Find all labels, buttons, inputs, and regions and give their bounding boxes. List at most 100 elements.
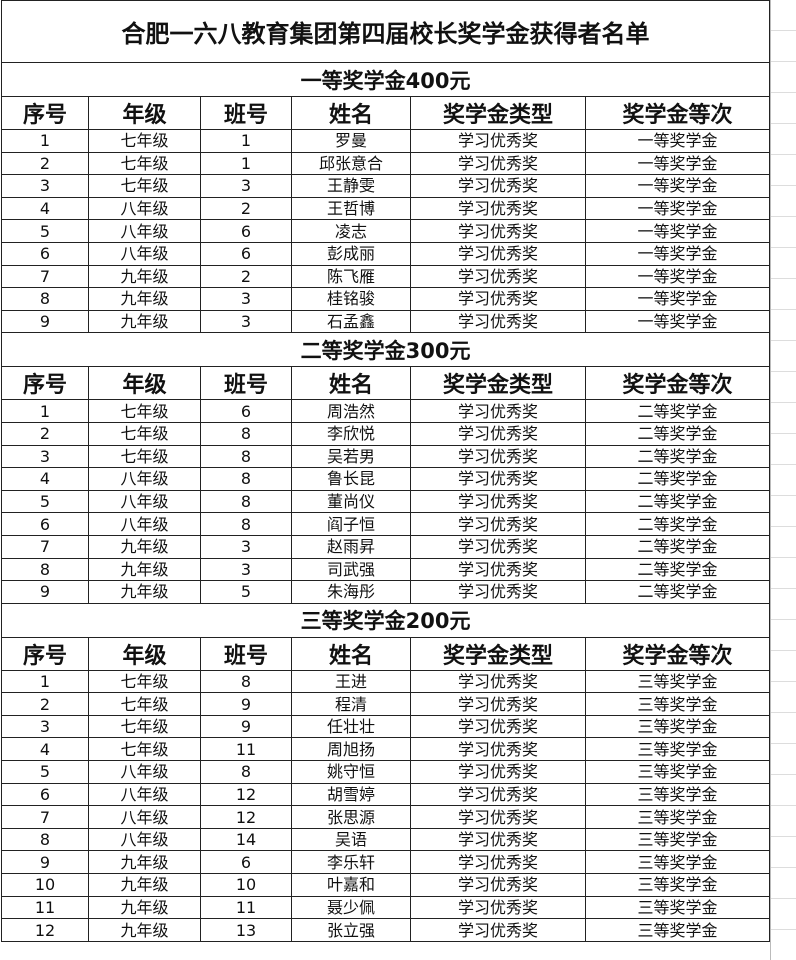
cell-index: 12 <box>1 918 89 942</box>
cell-index: 11 <box>1 895 89 920</box>
cell-grade: 七年级 <box>88 399 201 423</box>
cell-name: 李乐轩 <box>291 850 411 875</box>
cell-class: 3 <box>200 557 292 582</box>
column-header-grade: 年级 <box>88 96 201 130</box>
table-row: 11 九年级 11 聂少佩 学习优秀奖 三等奖学金 <box>1 895 771 920</box>
table-row: 2 七年级 1 邱张意合 学习优秀奖 一等奖学金 <box>1 151 771 176</box>
cell-name: 邱张意合 <box>291 151 411 176</box>
cell-class: 3 <box>200 534 292 559</box>
cell-index: 9 <box>1 580 89 604</box>
table-row: 6 八年级 8 阎子恒 学习优秀奖 二等奖学金 <box>1 512 771 536</box>
cell-name: 张立强 <box>291 918 411 942</box>
table-row: 5 八年级 6 凌志 学习优秀奖 一等奖学金 <box>1 219 771 243</box>
column-header-level: 奖学金等次 <box>584 636 771 671</box>
cell-index: 8 <box>1 557 89 582</box>
cell-type: 学习优秀奖 <box>410 287 586 311</box>
cell-name: 朱海彤 <box>291 580 411 604</box>
table-row: 6 八年级 12 胡雪婷 学习优秀奖 三等奖学金 <box>1 782 771 807</box>
cell-name: 罗曼 <box>291 129 411 153</box>
cell-class: 8 <box>200 489 292 514</box>
cell-level: 一等奖学金 <box>584 309 771 334</box>
cell-grade: 八年级 <box>88 489 201 514</box>
column-header-level: 奖学金等次 <box>584 96 771 130</box>
cell-type: 学习优秀奖 <box>410 760 586 784</box>
cell-index: 7 <box>1 805 89 829</box>
cell-grade: 九年级 <box>88 918 201 942</box>
cell-grade: 七年级 <box>88 737 201 762</box>
cell-level: 三等奖学金 <box>584 760 771 784</box>
cell-index: 2 <box>1 692 89 716</box>
cell-name: 吴若男 <box>291 444 411 469</box>
cell-name: 张思源 <box>291 805 411 829</box>
column-header-name: 姓名 <box>291 636 411 671</box>
cell-grade: 七年级 <box>88 151 201 176</box>
column-header-index: 序号 <box>1 636 89 671</box>
table-row: 3 七年级 9 任壮壮 学习优秀奖 三等奖学金 <box>1 714 771 739</box>
table-row: 1 七年级 1 罗曼 学习优秀奖 一等奖学金 <box>1 129 771 153</box>
cell-name: 胡雪婷 <box>291 782 411 807</box>
column-header-class: 班号 <box>200 96 292 130</box>
table-row: 6 八年级 6 彭成丽 学习优秀奖 一等奖学金 <box>1 241 771 266</box>
table-row: 5 八年级 8 姚守恒 学习优秀奖 三等奖学金 <box>1 760 771 784</box>
cell-type: 学习优秀奖 <box>410 805 586 829</box>
column-header-name: 姓名 <box>291 96 411 130</box>
column-header-type: 奖学金类型 <box>410 636 586 671</box>
document-title: 合肥一六八教育集团第四届校长奖学金获得者名单 <box>0 0 771 63</box>
cell-index: 8 <box>1 287 89 311</box>
cell-name: 程清 <box>291 692 411 716</box>
cell-type: 学习优秀奖 <box>410 151 586 176</box>
table-row: 1 七年级 6 周浩然 学习优秀奖 二等奖学金 <box>1 399 771 423</box>
cell-grade: 九年级 <box>88 580 201 604</box>
section-heading: 二等奖学金300元 <box>0 332 771 368</box>
cell-grade: 七年级 <box>88 692 201 716</box>
cell-name: 聂少佩 <box>291 895 411 920</box>
cell-grade: 九年级 <box>88 850 201 875</box>
cell-grade: 九年级 <box>88 557 201 582</box>
cell-class: 8 <box>200 421 292 446</box>
cell-type: 学习优秀奖 <box>410 241 586 266</box>
table-row: 9 九年级 5 朱海彤 学习优秀奖 二等奖学金 <box>1 580 771 604</box>
cell-index: 5 <box>1 489 89 514</box>
empty-grid-column <box>770 0 796 960</box>
cell-level: 三等奖学金 <box>584 805 771 829</box>
table-row: 7 九年级 2 陈飞雁 学习优秀奖 一等奖学金 <box>1 264 771 289</box>
cell-name: 吴语 <box>291 827 411 852</box>
cell-level: 三等奖学金 <box>584 827 771 852</box>
cell-class: 8 <box>200 444 292 469</box>
cell-class: 11 <box>200 895 292 920</box>
cell-class: 11 <box>200 737 292 762</box>
column-header-name: 姓名 <box>291 366 411 401</box>
cell-name: 叶嘉和 <box>291 873 411 897</box>
cell-level: 一等奖学金 <box>584 219 771 243</box>
cell-level: 三等奖学金 <box>584 714 771 739</box>
section-heading: 一等奖学金400元 <box>0 62 771 97</box>
cell-level: 三等奖学金 <box>584 918 771 942</box>
column-header-row: 序号 年级 班号 姓名 奖学金类型 奖学金等次 <box>1 96 771 130</box>
cell-level: 一等奖学金 <box>584 264 771 289</box>
cell-class: 8 <box>200 467 292 491</box>
cell-level: 三等奖学金 <box>584 895 771 920</box>
cell-grade: 九年级 <box>88 895 201 920</box>
cell-grade: 八年级 <box>88 782 201 807</box>
cell-type: 学习优秀奖 <box>410 534 586 559</box>
cell-index: 3 <box>1 174 89 198</box>
cell-index: 6 <box>1 512 89 536</box>
cell-type: 学习优秀奖 <box>410 669 586 694</box>
cell-type: 学习优秀奖 <box>410 782 586 807</box>
cell-index: 3 <box>1 714 89 739</box>
cell-class: 6 <box>200 241 292 266</box>
cell-type: 学习优秀奖 <box>410 196 586 221</box>
table-row: 2 七年级 9 程清 学习优秀奖 三等奖学金 <box>1 692 771 716</box>
table-row: 9 九年级 6 李乐轩 学习优秀奖 三等奖学金 <box>1 850 771 875</box>
cell-class: 2 <box>200 196 292 221</box>
table-row: 4 七年级 11 周旭扬 学习优秀奖 三等奖学金 <box>1 737 771 762</box>
cell-index: 4 <box>1 467 89 491</box>
column-header-grade: 年级 <box>88 636 201 671</box>
cell-level: 二等奖学金 <box>584 421 771 446</box>
cell-index: 1 <box>1 399 89 423</box>
table-row: 2 七年级 8 李欣悦 学习优秀奖 二等奖学金 <box>1 421 771 446</box>
cell-class: 1 <box>200 129 292 153</box>
column-header-row: 序号 年级 班号 姓名 奖学金类型 奖学金等次 <box>1 366 771 401</box>
cell-type: 学习优秀奖 <box>410 489 586 514</box>
cell-grade: 八年级 <box>88 196 201 221</box>
